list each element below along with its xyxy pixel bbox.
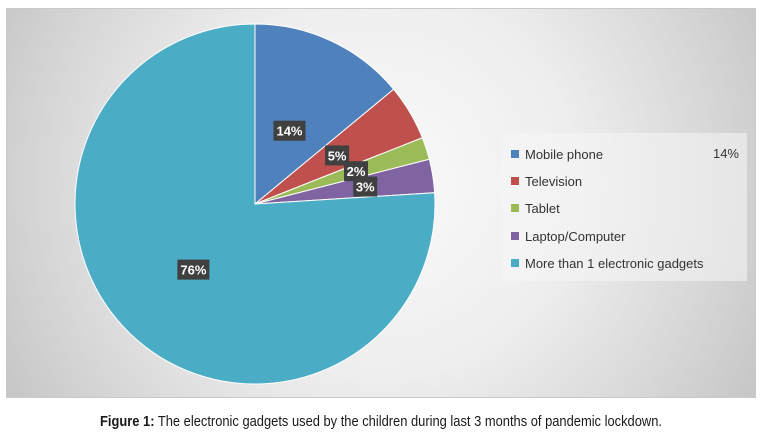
data-label-box — [177, 259, 210, 280]
data-label-tablet: 2% — [344, 161, 369, 182]
chart-area: 14% 5% 2% 3% 76% Mobile phone 14% Television… — [6, 8, 756, 398]
pie-chart: 14% 5%2%3% 76% — [74, 23, 436, 385]
legend-item-television: Television — [511, 172, 582, 190]
data-label-text: 5% — [328, 148, 347, 163]
data-label-text: 2% — [347, 164, 366, 179]
data-label-box — [273, 120, 306, 141]
data-label-television: 5% — [325, 145, 350, 166]
data-label-text: 3% — [356, 180, 375, 195]
pie-slice-more-than-one — [74, 23, 436, 385]
legend-item-laptop-computer: Laptop/Computer — [511, 227, 625, 245]
data-label-box — [353, 176, 378, 197]
legend-swatch — [511, 177, 519, 185]
legend-swatch — [511, 204, 519, 212]
legend-item-tablet: Tablet — [511, 199, 560, 217]
legend-item-mobile-phone: Mobile phone — [511, 145, 603, 163]
data-label-mobile-phone: 14% — [273, 120, 306, 141]
data-label-box — [344, 161, 369, 182]
pie-slice-mobile-phone — [254, 23, 395, 206]
legend-swatch — [511, 150, 519, 158]
figure-label: Figure 1: — [100, 413, 155, 430]
legend-swatch — [511, 259, 519, 267]
legend-swatch — [511, 232, 519, 240]
legend-item-more-than-one: More than 1 electronic gadgets — [511, 254, 704, 272]
legend-label: Mobile phone — [525, 146, 604, 162]
data-label-box — [325, 145, 350, 166]
data-label-text: 14% — [276, 124, 302, 139]
data-label-laptop-computer: 3% — [353, 176, 378, 197]
legend-label: Television — [525, 173, 583, 189]
legend-label: Tablet — [525, 200, 560, 216]
data-label-text: 76% — [180, 263, 206, 278]
pie-slices — [74, 23, 436, 385]
pie-data-labels: 14% 5%2%3% 76% — [177, 120, 378, 280]
data-label-more-than-one: 76% — [177, 259, 210, 280]
legend-label: More than 1 electronic gadgets — [525, 255, 704, 271]
figure-caption: Figure 1: The electronic gadgets used by… — [53, 413, 708, 430]
legend-label: Laptop/Computer — [525, 228, 626, 244]
legend-extra-value: 14% — [712, 146, 739, 161]
legend: Mobile phone 14% Television Tablet Lapto… — [501, 133, 747, 281]
caption-text: The electronic gadgets used by the child… — [154, 413, 662, 430]
